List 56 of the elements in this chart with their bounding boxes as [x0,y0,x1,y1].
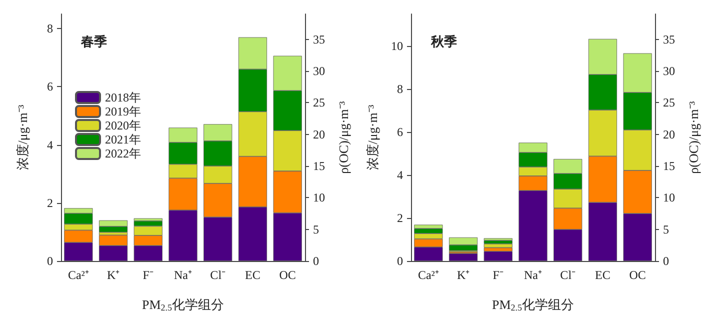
x-tick-label: Cl⁻ [210,268,226,282]
y-tick-label: 10 [391,39,403,54]
y-tick-label: 8 [397,82,403,96]
y2-tick-label: 25 [663,96,675,110]
x-tick-label: F⁻ [492,268,504,282]
legend-label: 2022年 [105,146,141,160]
y2-tick-label: 20 [663,127,675,142]
y2-tick-label: 0 [663,254,669,268]
y2-tick-label: 5 [313,222,319,236]
bar [484,240,512,244]
bar [448,253,478,261]
y-tick-label: 2 [397,211,403,226]
x-tick-label: Cl⁻ [560,268,576,282]
bar [484,244,512,248]
y-tick-label: 4 [47,138,53,152]
x-tick-label: Ca²⁺ [418,268,439,282]
text: 秋季 [430,34,457,49]
x-tick-label: F⁻ [142,268,154,282]
x-tick-label: OC [629,268,646,282]
y-tick-label: 0 [397,254,403,268]
y2-tick-label: 15 [313,159,325,173]
y-tick-label: 2 [47,196,53,210]
x-tick-label: EC [595,268,610,282]
legend-label: 2020年 [105,118,141,132]
x-tick-label: Ca²⁺ [68,268,89,282]
text: 春季 [80,34,107,49]
bar [484,251,512,261]
y2-tick-label: 20 [313,127,325,142]
y2-tick-label: 25 [313,96,325,110]
y-tick-label: 4 [397,168,403,182]
y2-tick-label: 30 [663,64,675,78]
y2-tick-label: 10 [313,190,325,205]
x-tick-label: OC [279,268,296,282]
x-tick-label: Na⁺ [524,268,542,282]
y-tick-label: 6 [397,125,403,140]
y2-axis-title: ρ(OC)/μg·m⁻³ [686,101,701,174]
legend-label: 2019年 [105,104,141,118]
legend-label: 2021年 [105,132,141,146]
y2-axis-title: ρ(OC)/μg·m⁻³ [336,101,351,174]
y-tick-label: 8 [47,22,53,36]
x-tick-label: K⁺ [106,268,120,282]
y-axis-title: 浓度/μg·m⁻³ [365,104,380,170]
y2-tick-label: 35 [663,32,675,46]
y2-tick-label: 10 [663,190,675,205]
y2-tick-label: 15 [663,159,675,173]
x-tick-label: EC [245,268,260,282]
y2-tick-label: 0 [313,254,319,268]
y-axis-title: 浓度/μg·m⁻³ [15,104,30,170]
legend-label: 2018年 [105,90,141,104]
y2-tick-label: 35 [313,32,325,46]
y2-tick-label: 5 [663,222,669,236]
x-tick-label: K⁺ [456,268,470,282]
y-tick-label: 6 [47,80,53,94]
y2-tick-label: 30 [313,64,325,78]
x-tick-label: Na⁺ [174,268,192,282]
y-tick-label: 0 [47,254,53,268]
